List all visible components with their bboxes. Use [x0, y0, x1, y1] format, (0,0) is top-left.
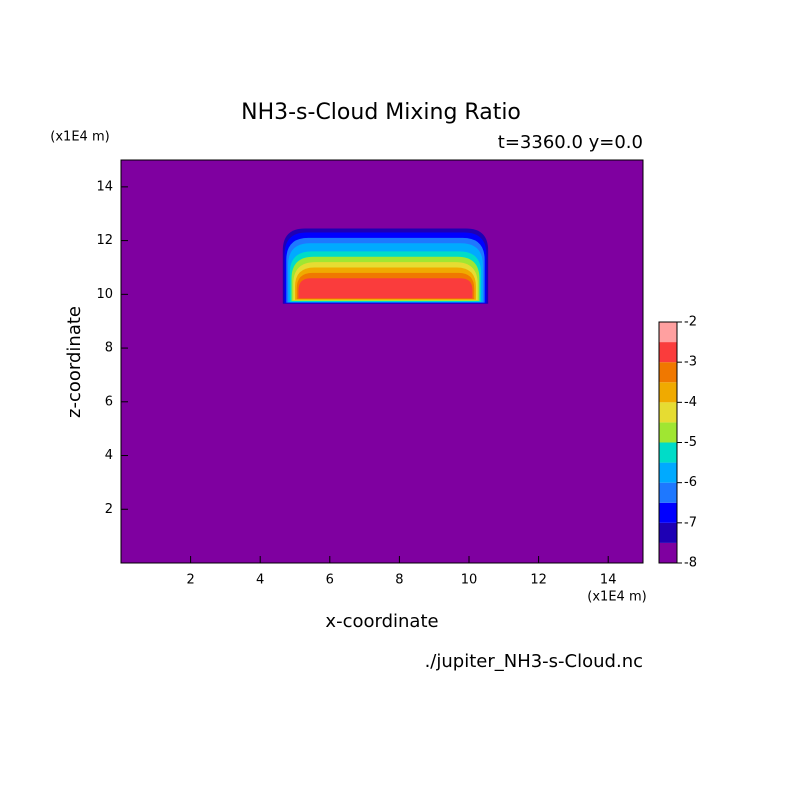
y-tick-label: 2 [105, 502, 113, 517]
x-tick-label: 12 [530, 573, 547, 588]
y-tick-label: 10 [96, 287, 113, 302]
y-unit: (x1E4 m) [50, 130, 109, 145]
x-tick-label: 2 [186, 573, 194, 588]
contour-region [298, 278, 473, 299]
plot-frame [120, 159, 644, 564]
colorbar-band [659, 322, 677, 343]
colorbar-band [659, 502, 677, 523]
colorbar-band [659, 342, 677, 363]
colorbar-band [659, 542, 677, 563]
x-tick-label: 4 [256, 573, 264, 588]
colorbar-tick-label: -2 [684, 315, 697, 330]
x-unit: (x1E4 m) [587, 590, 646, 605]
source-label: ./jupiter_NH3-s-Cloud.nc [425, 651, 643, 672]
chart-subtitle: t=3360.0 y=0.0 [498, 132, 643, 153]
colorbar-band [659, 382, 677, 403]
colorbar-tick-label: -5 [684, 435, 697, 450]
y-tick-label: 14 [96, 179, 113, 194]
chart-title: NH3-s-Cloud Mixing Ratio [241, 100, 521, 125]
x-tick-label: 14 [600, 573, 617, 588]
x-tick-label: 6 [326, 573, 334, 588]
plot-background [121, 160, 643, 563]
colorbar-tick-label: -6 [684, 475, 697, 490]
colorbar-tick-label: -8 [684, 556, 697, 571]
colorbar-band [659, 522, 677, 543]
colorbar-band [659, 442, 677, 463]
y-axis-label: z-coordinate [64, 306, 85, 418]
colorbar-band [659, 362, 677, 383]
colorbar-tick-label: -3 [684, 355, 697, 370]
y-tick-label: 6 [105, 394, 113, 409]
x-tick-label: 8 [395, 573, 403, 588]
colorbar-tick-label: -4 [684, 395, 697, 410]
y-tick-label: 8 [105, 341, 113, 356]
colorbar-band [659, 402, 677, 423]
y-tick-label: 4 [105, 448, 113, 463]
colorbar-band [659, 422, 677, 443]
y-tick-label: 12 [96, 233, 113, 248]
colorbar-tick-label: -7 [684, 515, 697, 530]
colorbar-band [659, 482, 677, 503]
x-tick-label: 10 [461, 573, 478, 588]
x-axis-label: x-coordinate [325, 611, 438, 632]
colorbar-band [659, 462, 677, 483]
